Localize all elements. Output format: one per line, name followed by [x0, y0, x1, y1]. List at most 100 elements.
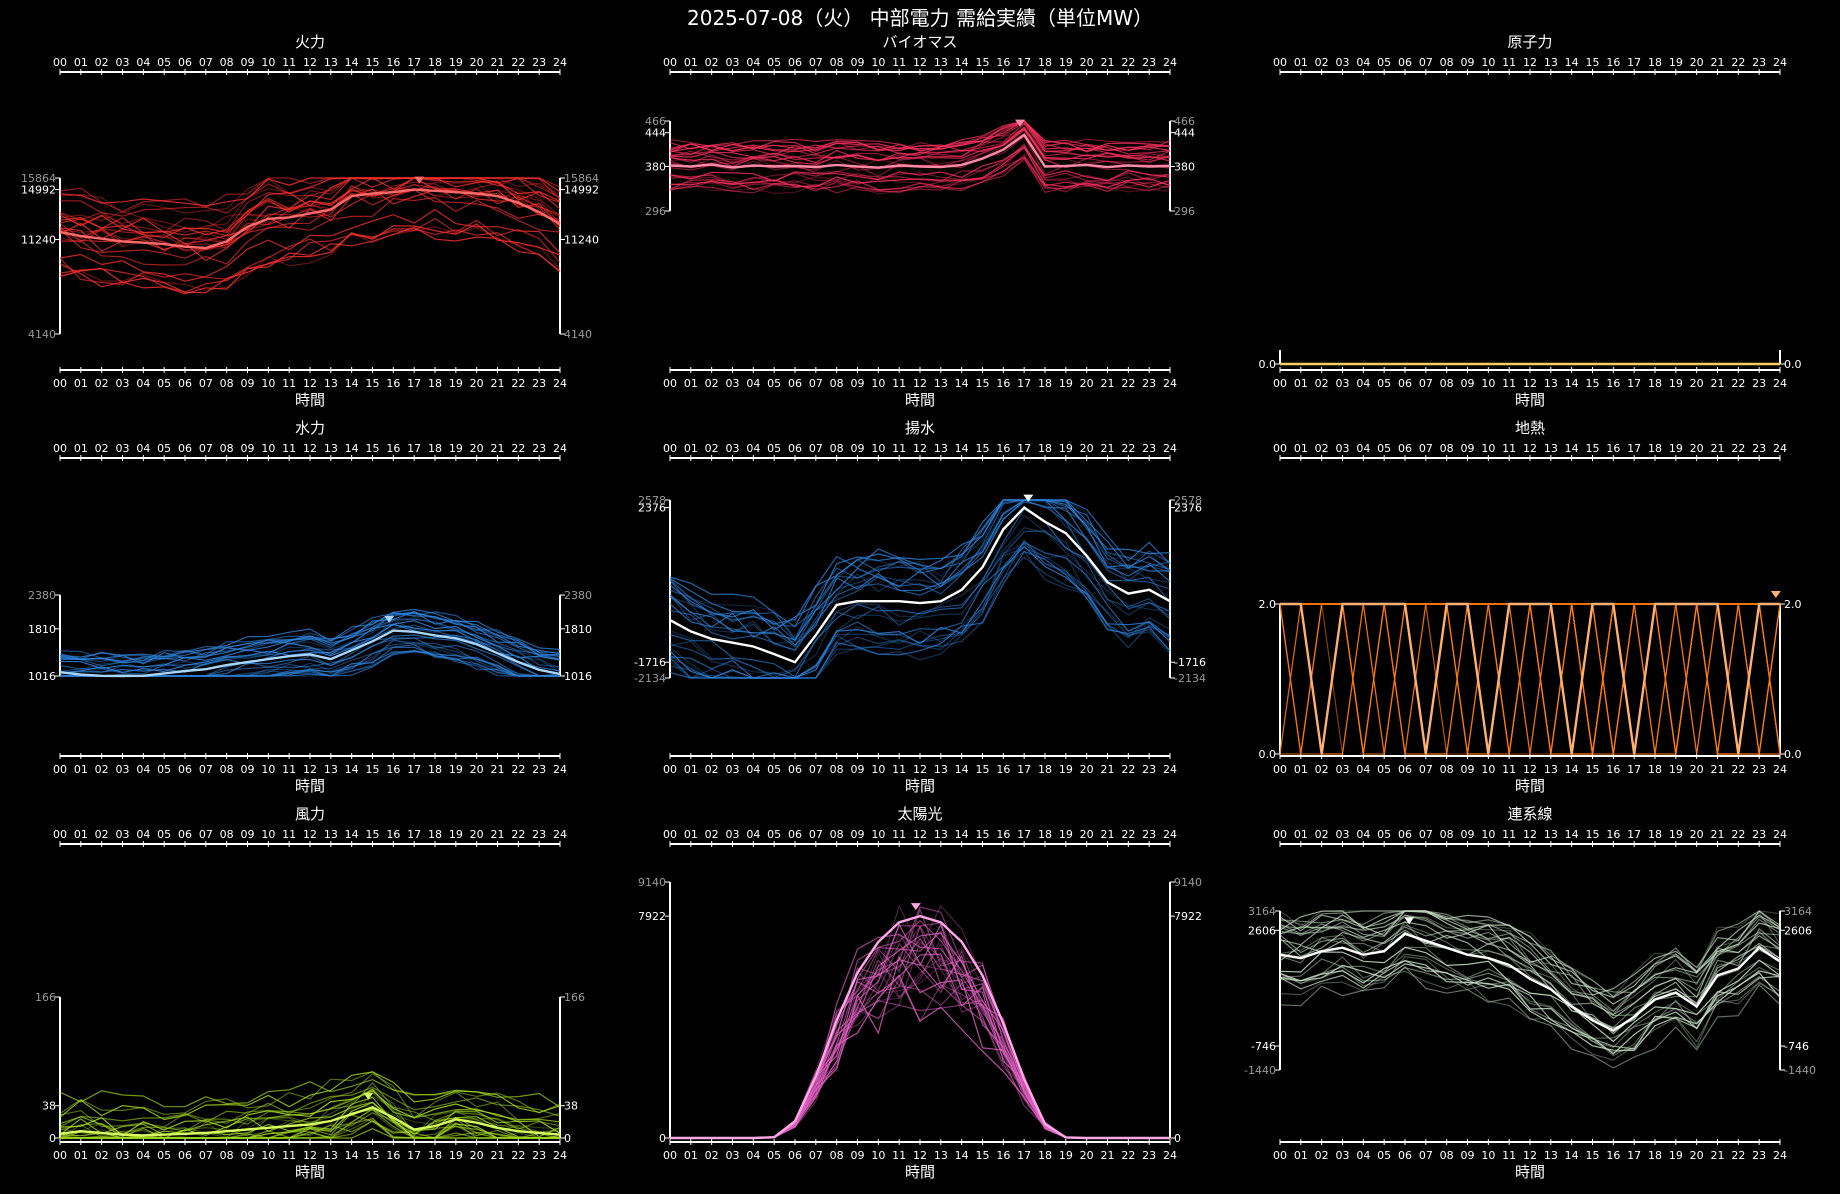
today-series-line: [1280, 602, 1780, 755]
bottom-hour-label-17: 17: [1017, 377, 1031, 390]
bottom-hour-label-09: 09: [1461, 763, 1475, 776]
top-hour-label-11: 11: [1502, 56, 1516, 69]
past-series-line: [1279, 910, 1781, 1012]
past-series-line: [669, 120, 1171, 153]
bottom-hour-label-17: 17: [1017, 1149, 1031, 1162]
bottom-hour-label-10: 10: [1481, 763, 1495, 776]
bottom-hour-label-17: 17: [1017, 763, 1031, 776]
peak-marker: [1023, 494, 1034, 502]
top-hour-label-24: 24: [553, 442, 567, 455]
top-hour-label-15: 15: [366, 56, 380, 69]
chart-title: 火力: [295, 33, 325, 51]
past-series-line: [1280, 603, 1780, 755]
peak-marker: [384, 615, 395, 623]
left-y-tick-label-2: 2376: [638, 502, 666, 515]
past-series-line: [670, 974, 1170, 1139]
top-hour-label-13: 13: [1544, 828, 1558, 841]
top-hour-label-15: 15: [976, 56, 990, 69]
top-hour-label-23: 23: [1752, 56, 1766, 69]
top-hour-label-12: 12: [303, 442, 317, 455]
bottom-hour-label-08: 08: [1440, 763, 1454, 776]
top-hour-label-09: 09: [1461, 828, 1475, 841]
top-hour-label-10: 10: [261, 56, 275, 69]
bottom-hour-label-07: 07: [199, 1149, 213, 1162]
x-axis-label: 時間: [1515, 391, 1545, 409]
past-series-line: [59, 619, 561, 673]
past-series-line: [669, 143, 1171, 186]
top-hour-label-01: 01: [684, 56, 698, 69]
past-series-line: [669, 159, 1171, 195]
top-hour-label-15: 15: [366, 828, 380, 841]
today-series-line: [59, 1106, 561, 1137]
bottom-hour-label-11: 11: [892, 763, 906, 776]
past-series-line: [1279, 603, 1781, 755]
bottom-hour-label-06: 06: [788, 377, 802, 390]
x-axis-label: 時間: [1515, 777, 1545, 795]
bottom-hour-label-16: 16: [996, 763, 1010, 776]
top-hour-label-15: 15: [1586, 56, 1600, 69]
top-hour-label-21: 21: [1101, 442, 1115, 455]
top-hour-label-17: 17: [1017, 828, 1031, 841]
past-series-line: [59, 1078, 561, 1108]
bottom-hour-label-10: 10: [871, 1149, 885, 1162]
bottom-hour-label-14: 14: [345, 377, 359, 390]
bottom-hour-label-16: 16: [996, 1149, 1010, 1162]
past-series-line: [1279, 910, 1781, 996]
right-y-tick-label-0: 1016: [564, 670, 592, 683]
top-hour-label-21: 21: [1711, 442, 1725, 455]
top-hour-label-04: 04: [136, 442, 150, 455]
top-hour-label-22: 22: [1731, 828, 1745, 841]
bottom-hour-label-13: 13: [1544, 763, 1558, 776]
past-series-line: [1280, 603, 1781, 755]
past-series-line: [670, 953, 1170, 1139]
bottom-hour-label-09: 09: [851, 377, 865, 390]
top-hour-label-14: 14: [955, 828, 969, 841]
bottom-hour-label-05: 05: [157, 1149, 171, 1162]
past-series-line: [1279, 910, 1781, 1005]
bottom-hour-label-02: 02: [705, 763, 719, 776]
top-hour-label-14: 14: [1565, 442, 1579, 455]
past-series-line: [1279, 603, 1781, 755]
top-hour-label-21: 21: [1711, 56, 1725, 69]
top-hour-label-23: 23: [1142, 442, 1156, 455]
past-series-line: [670, 977, 1170, 1139]
top-hour-label-09: 09: [1461, 56, 1475, 69]
past-series-line: [1280, 603, 1781, 755]
bottom-hour-label-08: 08: [1440, 1149, 1454, 1162]
past-series-line: [670, 941, 1170, 1139]
top-hour-label-04: 04: [1356, 828, 1370, 841]
top-hour-label-16: 16: [1606, 442, 1620, 455]
top-hour-label-24: 24: [1163, 56, 1177, 69]
past-series-line: [1280, 603, 1780, 755]
past-series-line: [1279, 921, 1781, 1020]
past-series-line: [59, 196, 561, 266]
bottom-hour-label-17: 17: [1627, 1149, 1641, 1162]
bottom-hour-label-23: 23: [1142, 1149, 1156, 1162]
bottom-hour-label-10: 10: [261, 763, 275, 776]
past-series-line: [1280, 603, 1780, 755]
bottom-hour-label-15: 15: [1586, 1149, 1600, 1162]
bottom-hour-label-24: 24: [553, 377, 567, 390]
bottom-hour-label-01: 01: [74, 1149, 88, 1162]
peak-marker: [414, 176, 425, 184]
past-series-line: [59, 183, 561, 252]
top-hour-label-02: 02: [95, 56, 109, 69]
today-series-line: [1279, 932, 1781, 1032]
bottom-hour-label-23: 23: [532, 377, 546, 390]
top-hour-label-07: 07: [809, 56, 823, 69]
past-series-line: [59, 617, 561, 670]
bottom-hour-label-12: 12: [303, 377, 317, 390]
top-hour-label-01: 01: [684, 442, 698, 455]
past-series-line: [670, 955, 1170, 1139]
past-series-line: [59, 181, 561, 249]
right-y-tick-label-2: 444: [1174, 127, 1195, 140]
bottom-hour-label-18: 18: [1038, 377, 1052, 390]
right-y-tick-label-0: 0.0: [1784, 748, 1802, 761]
bottom-hour-label-13: 13: [324, 763, 338, 776]
past-series-line: [1280, 603, 1780, 755]
top-hour-label-10: 10: [871, 828, 885, 841]
bottom-hour-label-22: 22: [511, 377, 525, 390]
top-hour-label-11: 11: [282, 442, 296, 455]
